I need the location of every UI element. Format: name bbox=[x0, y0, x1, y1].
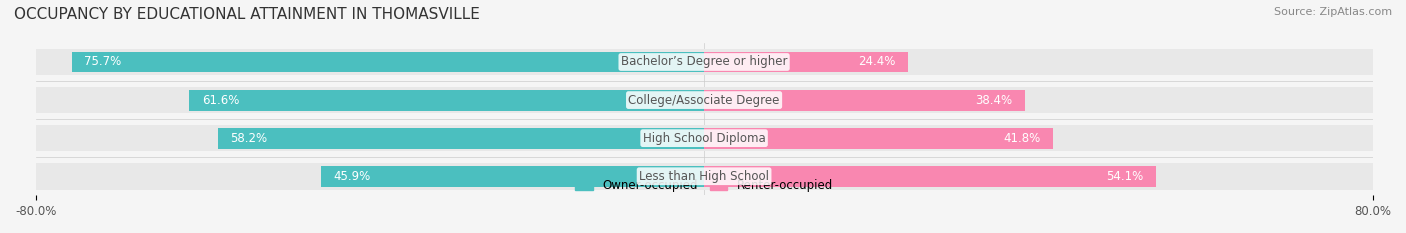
Text: Source: ZipAtlas.com: Source: ZipAtlas.com bbox=[1274, 7, 1392, 17]
Bar bbox=[35, 87, 704, 113]
Bar bbox=[704, 87, 1372, 113]
Text: 45.9%: 45.9% bbox=[333, 170, 370, 183]
Text: OCCUPANCY BY EDUCATIONAL ATTAINMENT IN THOMASVILLE: OCCUPANCY BY EDUCATIONAL ATTAINMENT IN T… bbox=[14, 7, 479, 22]
Legend: Owner-occupied, Renter-occupied: Owner-occupied, Renter-occupied bbox=[571, 175, 838, 197]
Bar bbox=[190, 90, 704, 110]
Bar bbox=[35, 163, 704, 190]
Bar bbox=[704, 90, 1025, 110]
Bar bbox=[72, 51, 704, 72]
Bar bbox=[704, 125, 1372, 151]
Bar bbox=[218, 128, 704, 149]
Text: Bachelor’s Degree or higher: Bachelor’s Degree or higher bbox=[621, 55, 787, 69]
Bar bbox=[321, 166, 704, 187]
Bar bbox=[704, 128, 1053, 149]
Text: 58.2%: 58.2% bbox=[231, 132, 267, 145]
Bar bbox=[35, 49, 704, 75]
Text: 54.1%: 54.1% bbox=[1107, 170, 1143, 183]
Text: 38.4%: 38.4% bbox=[976, 94, 1012, 106]
Text: 24.4%: 24.4% bbox=[858, 55, 896, 69]
Bar bbox=[704, 49, 1372, 75]
Text: High School Diploma: High School Diploma bbox=[643, 132, 765, 145]
Bar bbox=[704, 163, 1372, 190]
Text: 75.7%: 75.7% bbox=[84, 55, 121, 69]
Text: 41.8%: 41.8% bbox=[1004, 132, 1040, 145]
Text: College/Associate Degree: College/Associate Degree bbox=[628, 94, 780, 106]
Text: Less than High School: Less than High School bbox=[640, 170, 769, 183]
Text: 61.6%: 61.6% bbox=[202, 94, 239, 106]
Bar bbox=[704, 51, 908, 72]
Bar bbox=[35, 125, 704, 151]
Bar bbox=[704, 166, 1156, 187]
